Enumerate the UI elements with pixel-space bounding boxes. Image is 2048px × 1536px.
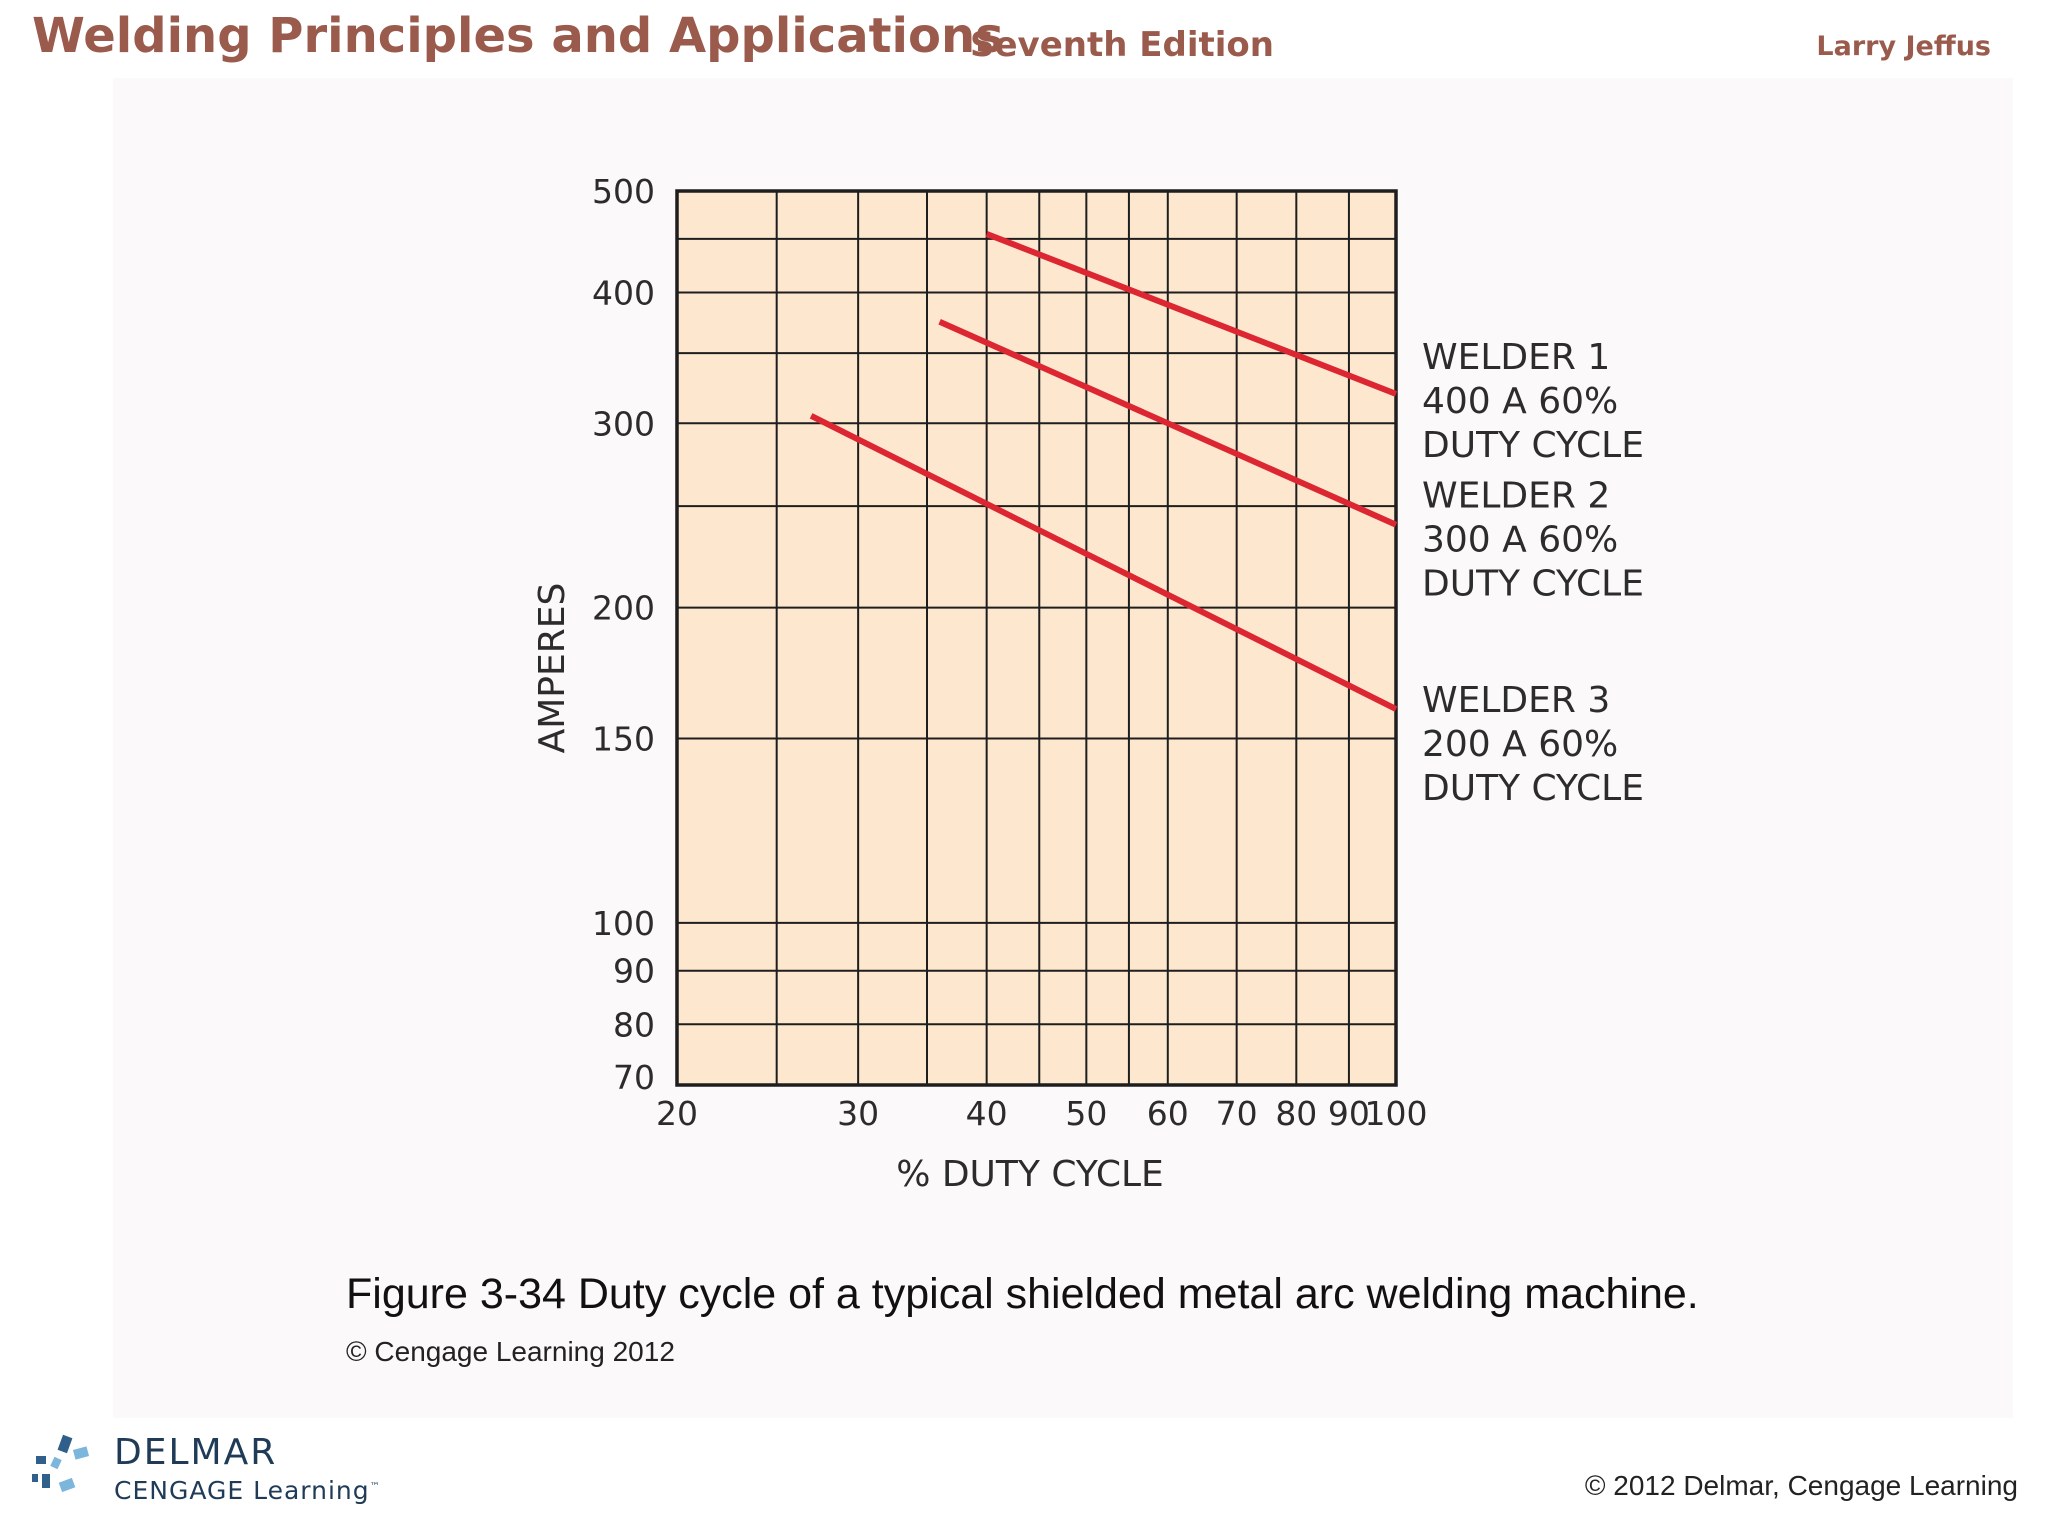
series-label-line: 200 A 60% <box>1422 724 1618 765</box>
logo-trademark: ™ <box>369 1481 381 1493</box>
x-tick-label: 60 <box>1147 1094 1189 1133</box>
x-tick-label: 90 <box>1328 1094 1370 1133</box>
x-tick-label: 50 <box>1065 1094 1107 1133</box>
y-tick-label: 90 <box>613 952 655 991</box>
y-tick-label: 70 <box>613 1058 655 1097</box>
x-tick-label: 100 <box>1365 1094 1428 1133</box>
series-label-welder-3: WELDER 3 200 A 60% DUTY CYCLE <box>1422 680 1644 809</box>
x-tick-label: 20 <box>656 1094 698 1133</box>
y-axis-title: AMPERES <box>532 583 573 754</box>
series-label-line: WELDER 2 <box>1422 476 1610 517</box>
series-label-line: WELDER 3 <box>1422 680 1610 721</box>
plot-area <box>677 191 1396 1085</box>
series-line-welder-3 <box>809 413 1398 712</box>
book-edition: Seventh Edition <box>970 25 1274 65</box>
x-tick-label: 70 <box>1216 1094 1258 1133</box>
logo-name: DELMAR <box>114 1432 278 1473</box>
series-line-welder-1 <box>985 231 1398 397</box>
series-label-line: DUTY CYCLE <box>1422 564 1644 605</box>
delmar-logo-icon <box>32 1434 90 1493</box>
plot-frame <box>675 189 1398 1087</box>
figure-caption: Figure 3-34 Duty cycle of a typical shie… <box>346 1270 1699 1318</box>
y-tick-label: 200 <box>592 589 655 628</box>
logo-square <box>42 1474 50 1488</box>
footer-copyright: © 2012 Delmar, Cengage Learning <box>1584 1470 2018 1501</box>
x-axis-title: % DUTY CYCLE <box>896 1154 1164 1195</box>
delmar-cengage-logo: DELMAR CENGAGE Learning™ <box>30 1432 380 1512</box>
logo-square <box>58 1477 76 1493</box>
series-label-line: 400 A 60% <box>1422 381 1618 422</box>
x-tick-label: 80 <box>1275 1094 1317 1133</box>
y-tick-label: 80 <box>613 1005 655 1044</box>
series-label-welder-1: WELDER 1 400 A 60% DUTY CYCLE <box>1422 337 1644 466</box>
series-line-welder-2 <box>938 319 1398 528</box>
series-label-line: WELDER 1 <box>1422 337 1610 378</box>
y-tick-label: 100 <box>592 904 655 943</box>
series-label-line: DUTY CYCLE <box>1422 425 1644 466</box>
x-tick-label: 40 <box>966 1094 1008 1133</box>
logo-square <box>36 1456 46 1464</box>
y-tick-label: 150 <box>592 719 655 758</box>
series-label-line: DUTY CYCLE <box>1422 768 1644 809</box>
book-title: Welding Principles and Applications <box>32 8 1004 64</box>
x-tick-label: 30 <box>837 1094 879 1133</box>
logo-subtitle-text: CENGAGE Learning <box>114 1476 370 1505</box>
series-label-line: 300 A 60% <box>1422 520 1618 561</box>
y-tick-label: 400 <box>592 273 655 312</box>
logo-square <box>32 1474 38 1482</box>
logo-square <box>57 1434 73 1454</box>
figure-credit: © Cengage Learning 2012 <box>346 1336 675 1367</box>
logo-square <box>72 1446 90 1460</box>
logo-square <box>50 1456 62 1470</box>
book-author: Larry Jeffus <box>1816 31 1991 62</box>
logo-subtitle: CENGAGE Learning™ <box>114 1476 381 1505</box>
series-label-welder-2: WELDER 2 300 A 60% DUTY CYCLE <box>1422 476 1644 605</box>
y-tick-label: 300 <box>592 404 655 443</box>
y-tick-label: 500 <box>592 172 655 211</box>
